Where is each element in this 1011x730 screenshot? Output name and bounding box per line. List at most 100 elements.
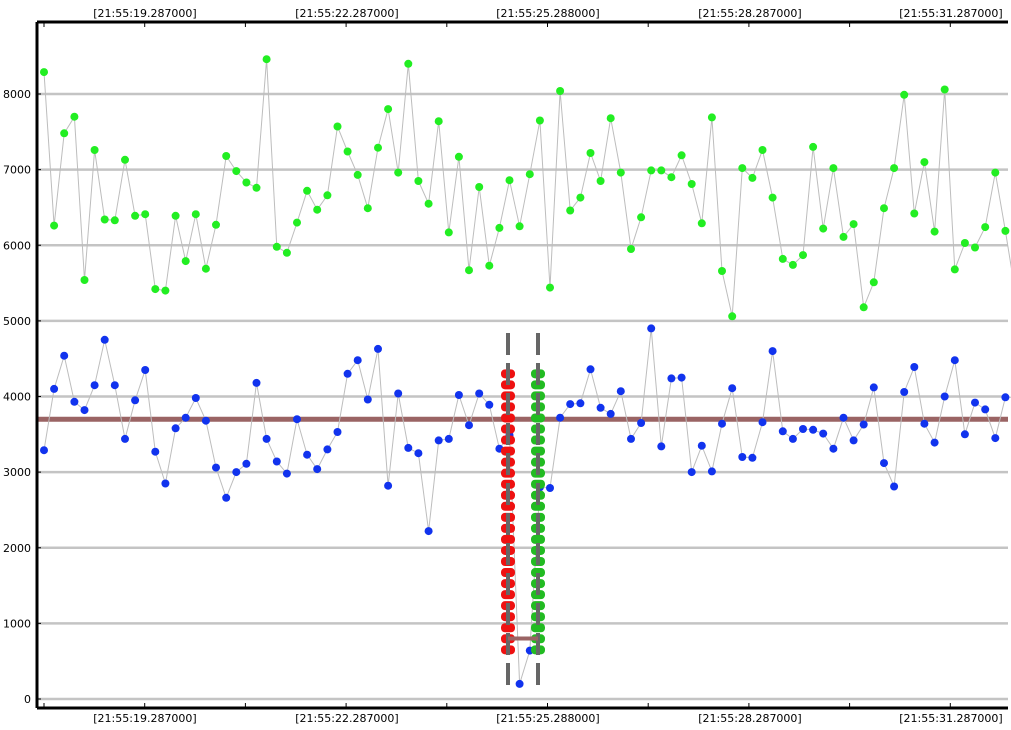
y-tick-label-5000: 5000 [3,315,31,328]
blue-point [819,429,828,438]
green-point [950,265,959,274]
green-point [171,211,180,220]
blue-point [859,420,868,429]
blue-point [788,434,797,443]
green-point [515,222,524,231]
blue-point [131,396,140,405]
green-point [728,312,737,321]
green-point [930,227,939,236]
x-tick-label-bottom-4: [21:55:31.287000] [899,712,1002,725]
green-point [677,151,686,160]
green-point [657,166,666,175]
blue-point [333,428,342,436]
green-point [282,248,291,257]
blue-point [515,679,524,688]
blue-point [485,400,494,409]
green-point [627,245,635,253]
blue-point [475,389,484,398]
green-point [353,170,362,179]
green-point [799,251,807,260]
green-point [869,278,878,287]
green-point [556,87,565,95]
green-point [424,199,433,208]
green-point [293,218,301,227]
green-point [758,146,767,154]
blue-point [586,365,595,374]
blue-point [454,391,463,399]
green-point [50,221,59,230]
blue-point [606,409,615,418]
x-tick-label-bottom-2: [21:55:25.288000] [496,712,599,725]
blue-point [890,482,899,491]
green-point [151,285,160,294]
blue-point [323,445,332,454]
green-point [900,90,909,99]
red-marker [501,501,515,511]
green-point [434,117,443,126]
green-point [374,143,382,152]
blue-point [707,467,716,476]
blue-point [171,424,180,433]
blue-point [110,381,119,390]
blue-point [829,444,838,453]
green-point [778,254,787,263]
blue-point [768,347,777,356]
blue-point [971,398,979,407]
blue-point [201,416,210,425]
blue-point [242,459,251,468]
blue-point [596,403,605,412]
blue-point [80,406,89,415]
green-point [849,220,858,229]
green-point [384,105,393,114]
green-point [788,260,797,269]
green-point [272,242,281,251]
green-marker [531,413,545,423]
y-tick-label-2000: 2000 [3,542,31,555]
green-point [910,209,919,218]
blue-point [647,324,656,333]
green-point [738,164,747,173]
green-marker [531,534,545,544]
blue-point [728,384,737,393]
green-marker [531,446,545,456]
green-point [829,164,838,173]
blue-point [677,373,686,382]
blue-point [424,527,433,536]
green-point [535,116,544,125]
green-point [313,205,322,214]
green-point [262,55,271,64]
green-point [1001,226,1010,235]
green-point [444,228,453,237]
blue-point [434,436,443,445]
blue-point [293,415,301,424]
blue-point [981,405,990,414]
blue-point [161,479,170,488]
y-tick-label-0: 0 [24,693,31,706]
blue-point [414,449,423,458]
blue-point [920,419,929,428]
green-point [222,152,231,160]
blue-point [252,378,261,387]
green-point [181,257,190,266]
green-point [920,158,929,167]
blue-point [950,356,959,365]
green-point [212,220,220,229]
blue-point [50,384,59,393]
axes [35,20,1008,710]
red-marker [501,413,515,423]
green-point [809,142,818,151]
blue-point [404,443,413,452]
blue-point [849,436,858,445]
green-point [971,243,979,252]
green-point [768,193,777,202]
x-tick-label-top-4: [21:55:31.287000] [899,7,1002,20]
green-point [232,167,241,176]
x-tick-label-top-3: [21:55:28.287000] [698,7,801,20]
blue-point [313,465,322,474]
blue-point [930,438,939,447]
blue-point [262,434,271,443]
blue-point [616,387,625,396]
blue-point [353,356,362,365]
blue-point [384,481,393,490]
x-axis-ticks: [21:55:19.287000] [21:55:19.287000] [21:55… [43,7,1003,725]
